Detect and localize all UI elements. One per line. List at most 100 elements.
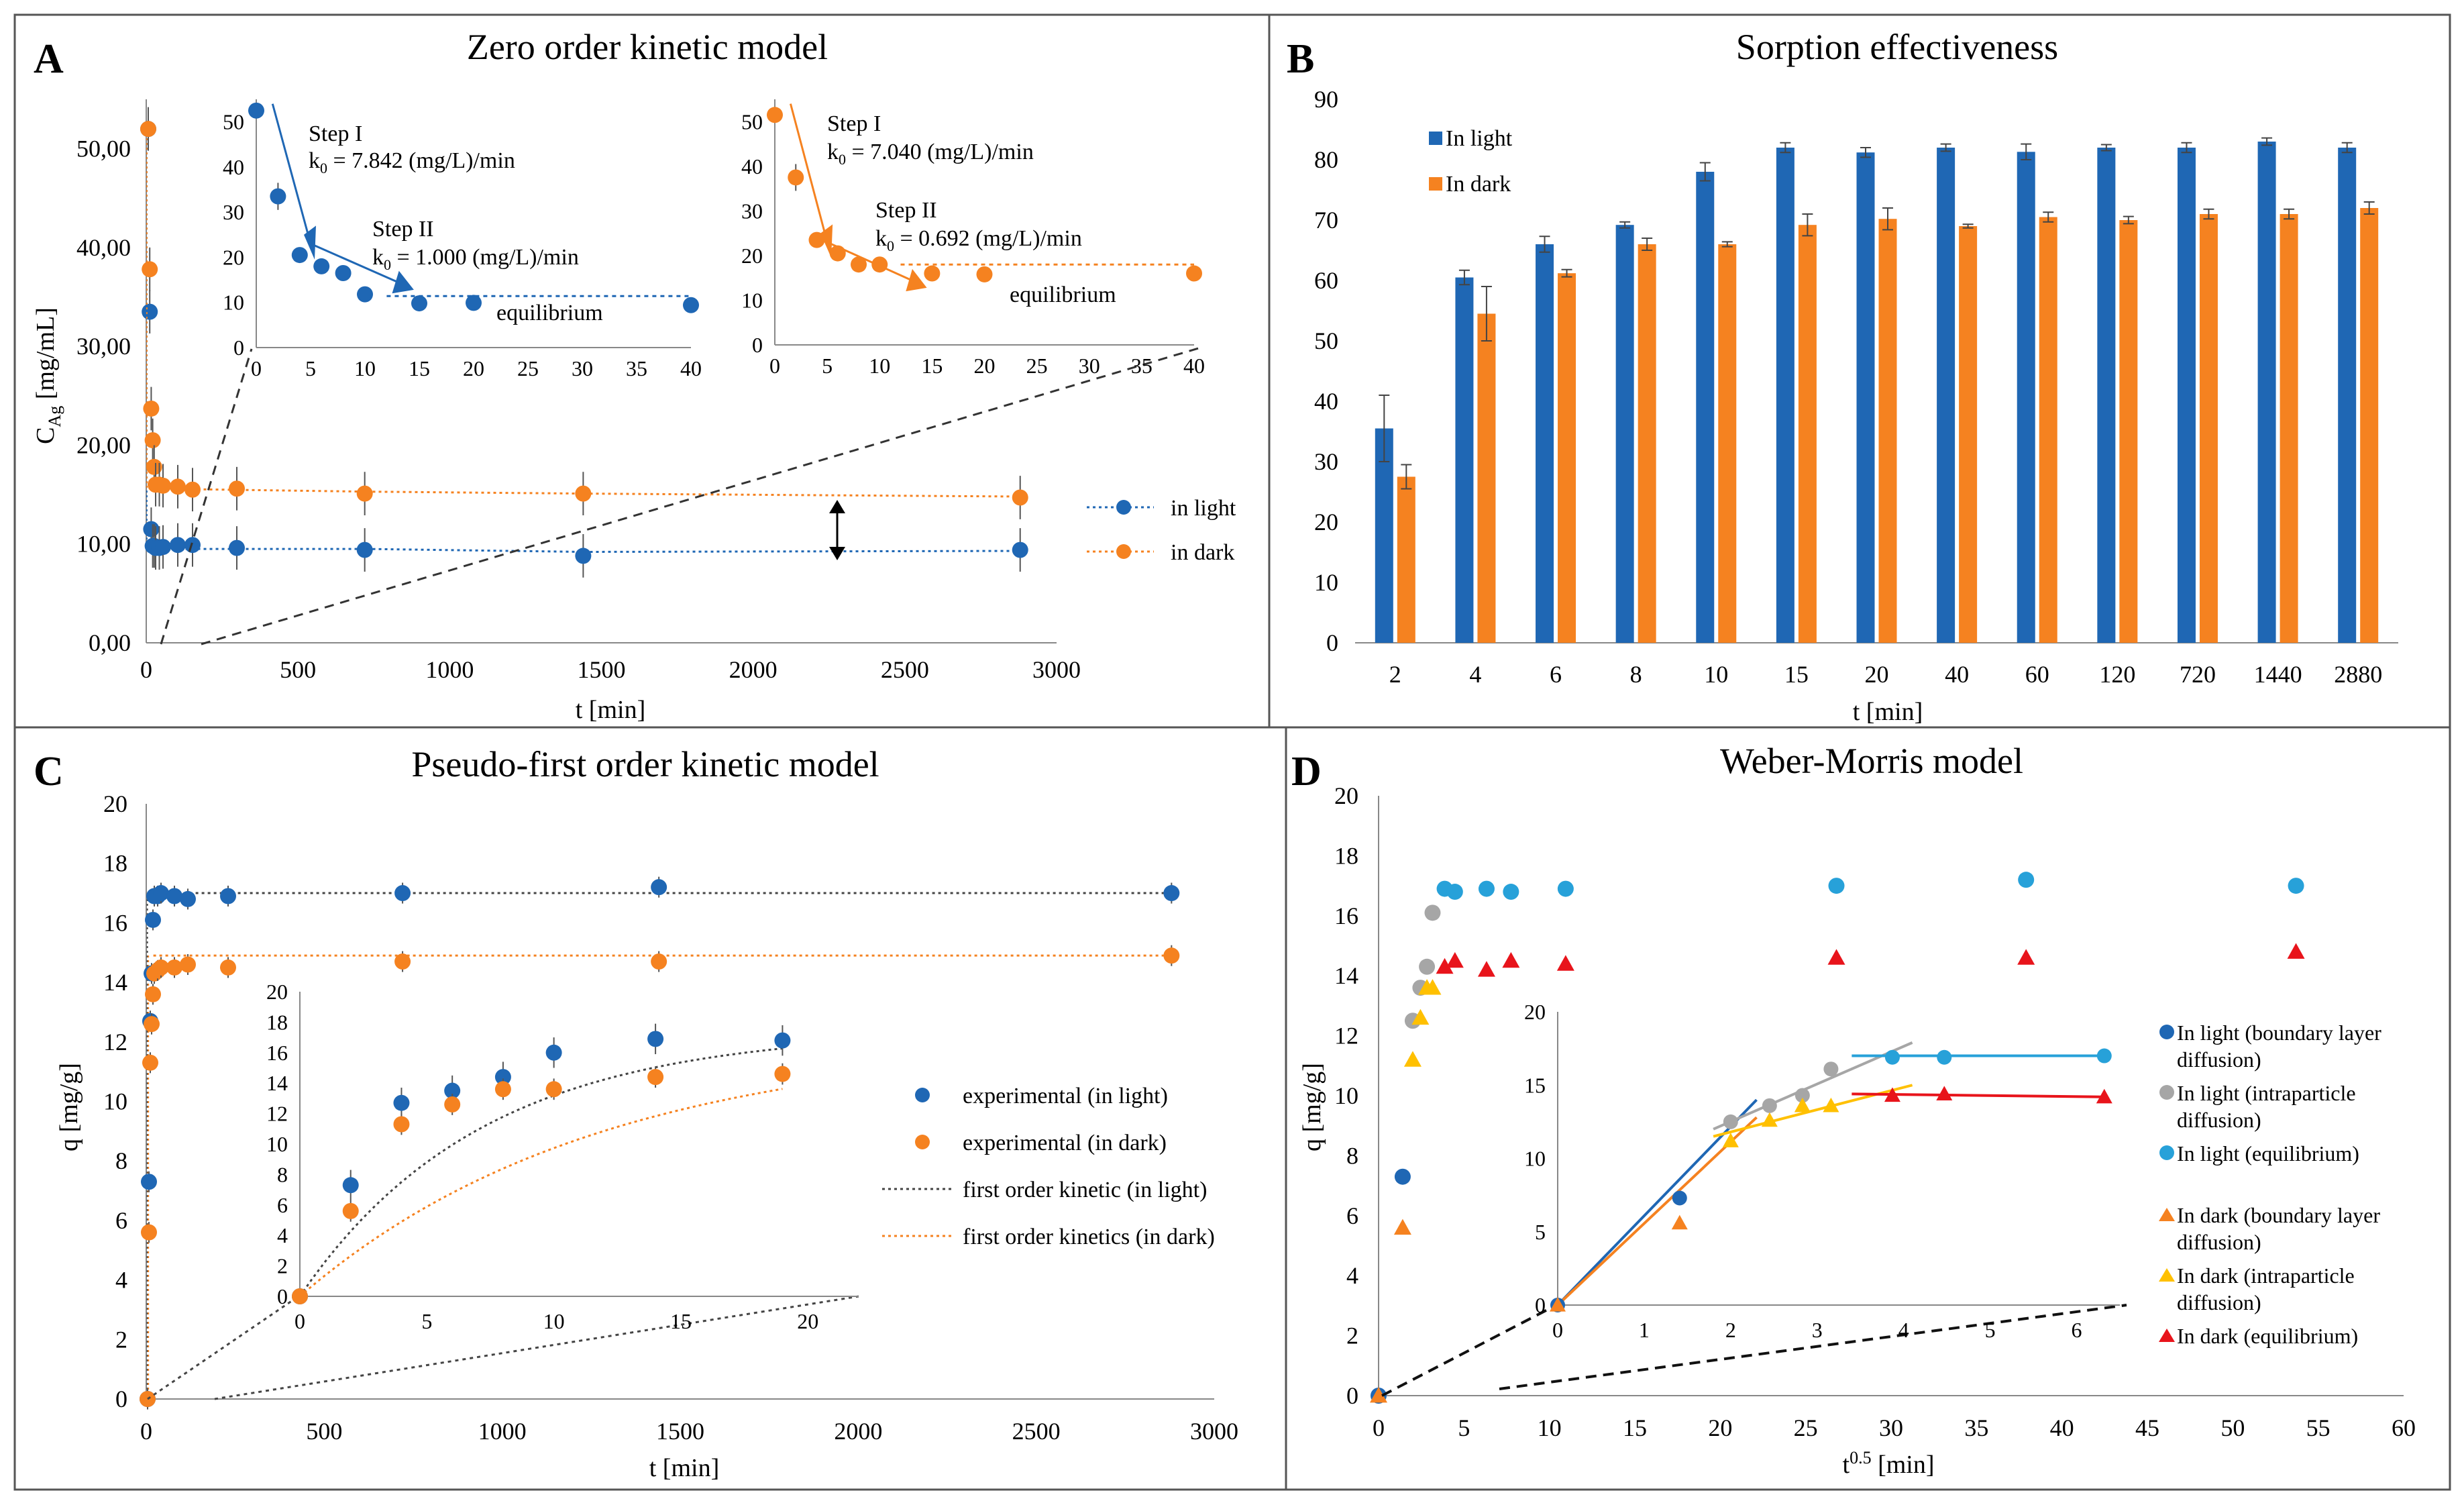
panel-d-xtick: 20 [1708,1414,1732,1441]
panel-a-title: Zero order kinetic model [467,27,828,67]
inset-a-step1-head [820,224,833,258]
legend-d-light-boundary-label-1: In light (boundary layer [2177,1021,2381,1045]
inset-c-point-light [774,1032,791,1049]
inset-a-point [851,256,867,273]
inset-d-xtick: 6 [2072,1318,2082,1342]
inset-c-point-dark [342,1202,359,1219]
panel-c-xtick: 2000 [834,1418,882,1445]
inset-a-ytick: 50 [741,109,763,134]
inset-a-step2-arrow [310,242,404,286]
panel-b-bar-orange [2199,214,2218,643]
panel-c-ytick: 20 [103,790,127,817]
inset-c-ytick: 18 [266,1010,288,1034]
inset-a-xtick: 0 [769,354,780,378]
panel-c-ytick: 18 [103,850,127,877]
panel-d-ytick: 2 [1346,1323,1358,1349]
inset-a-step2-head [906,268,927,292]
legend-c-fit-dark-label: first order kinetics (in dark) [963,1225,1215,1249]
inset-a-xtick: 30 [572,356,593,380]
inset-c-ytick: 12 [266,1102,288,1126]
panel-a-ytick: 0,00 [89,629,131,656]
inset-c-ytick: 20 [266,980,288,1004]
panel-b-xtick: 1440 [2254,661,2302,688]
inset-a-ytick: 30 [223,200,244,224]
panel-d-point-yellow [1424,979,1442,995]
panel-a-arrowhead-down [829,547,845,560]
panel-c-point-blue [394,885,411,902]
inset-a-ytick: 20 [741,244,763,268]
legend-d-dark-eq-label: In dark (equilibrium) [2177,1324,2358,1348]
panel-b-ytick: 80 [1314,146,1338,173]
panel-c-ytick: 0 [115,1386,127,1412]
panel-d-point-red [1436,957,1454,974]
legend-d-dark-boundary-label-2: diffusion) [2177,1230,2261,1254]
panel-d-point-cyan [2018,872,2035,888]
inset-d-point-dark [1671,1214,1688,1230]
insetA1-step2: Step II [372,217,434,242]
legend-a-dark-marker [1116,544,1131,559]
inset-d-point-light [1937,1049,1952,1065]
panel-d-xtick: 40 [2050,1414,2074,1441]
inset-c-ytick: 8 [277,1162,288,1186]
panel-b-bar-orange [1638,244,1656,643]
panel-b-bar-orange [1397,476,1415,643]
panel-c-point-blue [166,888,182,904]
panel-a-point-orange [146,458,162,475]
panel-c-title: Pseudo-first order kinetic model [411,744,879,784]
legend-b-dark-swatch [1429,177,1442,191]
legend-b-light-swatch [1429,132,1442,145]
insetA2-step1: Step I [827,111,881,136]
panel-a-ytick: 50,00 [76,136,131,162]
panel-d-point-red [1477,961,1495,977]
inset-a-point [411,295,427,312]
panel-d-ytick: 18 [1334,842,1358,869]
legend-d-light-boundary-marker [2159,1025,2174,1039]
legend-d-dark-eq-marker [2159,1329,2175,1342]
panel-a-point-blue [142,303,158,320]
panel-d-xtick: 0 [1373,1414,1385,1441]
panel-d-xtick: 45 [2135,1414,2159,1441]
panel-b-ytick: 0 [1326,629,1338,656]
panel-a-xtick: 1500 [578,656,626,683]
panel-b-ytick: 10 [1314,569,1338,596]
panel-a-point-blue [155,539,171,556]
panel-b-bar-blue [1536,244,1554,643]
panel-d-point-yellow [1403,1051,1422,1067]
panel-d-ytick: 8 [1346,1142,1358,1169]
panel-d-xtick: 35 [1964,1414,1988,1441]
insetA2-k2: k0 = 0.692 (mg/L)/min [875,226,1082,254]
inset-a-ytick: 40 [223,155,244,179]
panel-d-ytick: 12 [1334,1023,1358,1049]
plot-layer: 0 500 1000 1500 2000 2500 30000,0010,0020,0030… [76,86,2416,1445]
panel-d-point-orange [1370,1387,1387,1403]
panel-c-ytick: 10 [103,1088,127,1115]
insetA2-equilibrium: equilibrium [1010,282,1116,307]
inset-d-point-dark [1550,1297,1566,1312]
panel-a-point-orange [140,121,156,138]
inset-c-xtick: 5 [421,1309,432,1333]
panel-c-xtick: 0 [140,1418,152,1445]
panel-c-point-blue [153,885,169,902]
inset-a-xtick: 15 [921,354,943,378]
inset-d-point-dark [1794,1097,1811,1112]
panel-a-point-orange [356,485,373,502]
panel-a-point-orange [170,478,186,495]
panel-a-point-orange [155,477,171,494]
legend-d-light-intra-label-1: In light (intraparticle [2177,1081,2356,1105]
panel-c-point-blue [145,911,161,928]
inset-a-ytick: 10 [223,291,244,315]
legend-d-light-boundary-label-2: diffusion) [2177,1047,2261,1072]
legend-a-light-marker [1116,500,1131,515]
panel-d-point-red [1556,955,1574,971]
panel-b-ytick: 60 [1314,267,1338,294]
panel-c-xtick: 1000 [478,1418,527,1445]
panel-b-bar-blue [1696,172,1715,643]
panel-a-trend-blue [149,548,1020,554]
inset-c-point-light [342,1177,359,1194]
inset-d-point-dark [2096,1088,2112,1104]
inset-a-ytick: 20 [223,245,244,269]
panel-d-xlabel: t0.5 [min] [1843,1448,1935,1479]
inset-a-xtick: 10 [869,354,890,378]
panel-b-ytick: 40 [1314,388,1338,415]
